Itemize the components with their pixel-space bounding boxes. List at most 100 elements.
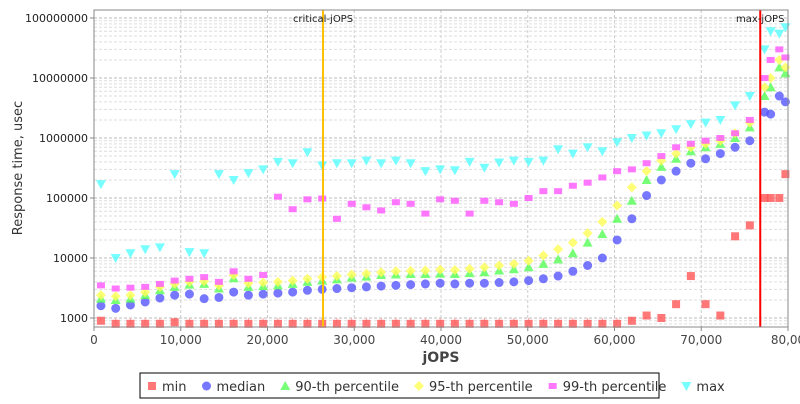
data-point [421, 319, 430, 328]
data-point [185, 275, 194, 282]
data-point [390, 156, 401, 166]
data-point [377, 207, 386, 214]
data-point [169, 170, 180, 180]
data-point [524, 319, 533, 328]
data-point [597, 147, 608, 157]
legend-swatch [548, 383, 557, 389]
data-point [421, 210, 430, 217]
data-point [258, 165, 269, 175]
data-point [613, 319, 622, 328]
legend-box [139, 372, 660, 399]
data-point [228, 175, 239, 185]
data-point [110, 291, 121, 302]
data-point [766, 109, 776, 119]
data-point [656, 175, 666, 185]
data-point [272, 157, 283, 167]
data-point [598, 174, 607, 181]
data-point [716, 135, 725, 141]
data-point [141, 283, 150, 290]
x-tick-label: 20,000 [247, 333, 289, 347]
data-point [258, 277, 269, 288]
data-point [759, 91, 770, 101]
data-point [111, 285, 120, 292]
data-point [760, 194, 769, 202]
legend-label: 90-th percentile [295, 380, 399, 395]
data-point [420, 265, 431, 276]
data-point [450, 319, 459, 328]
data-point [781, 170, 790, 179]
data-point [538, 156, 549, 166]
data-point [745, 221, 754, 230]
data-point [567, 149, 578, 159]
data-point [347, 200, 356, 207]
data-point [567, 237, 578, 248]
data-point [450, 197, 459, 204]
data-point [775, 46, 784, 53]
data-point [361, 156, 372, 166]
data-point [583, 260, 593, 270]
legend-label: median [217, 380, 266, 395]
data-point [715, 149, 725, 159]
data-point [523, 157, 534, 167]
data-point [258, 289, 268, 299]
data-point [435, 278, 445, 288]
y-axis-ticks: 1000 10000 100000 1000000 10000000 100000000 [25, 12, 94, 325]
data-point [766, 194, 775, 202]
data-point [199, 294, 209, 304]
data-point [405, 159, 416, 169]
data-point [774, 91, 784, 101]
data-point [508, 156, 519, 166]
data-point [449, 265, 460, 276]
data-point [775, 194, 784, 202]
data-point [184, 289, 194, 299]
data-point [495, 199, 504, 206]
data-point [765, 27, 776, 37]
data-point [229, 287, 239, 297]
data-point [170, 318, 179, 327]
data-point [376, 159, 387, 169]
data-point [508, 258, 519, 269]
data-point [465, 210, 474, 217]
data-point [170, 290, 180, 300]
data-point [765, 82, 776, 92]
data-point [671, 148, 682, 159]
data-point [479, 262, 490, 273]
data-point [111, 303, 121, 313]
data-point [199, 249, 210, 259]
data-point [464, 157, 475, 167]
series-95-th-percentile [95, 54, 791, 302]
data-point [700, 118, 711, 128]
data-point [641, 174, 652, 184]
data-point [155, 280, 164, 287]
data-point [494, 260, 505, 271]
data-point [155, 293, 165, 303]
data-point [302, 273, 313, 284]
data-point [553, 145, 564, 155]
data-point [568, 266, 578, 276]
data-point [553, 254, 564, 264]
data-point [612, 200, 623, 211]
data-point [657, 314, 666, 322]
x-axis-ticks: 0 10,000 20,000 30,000 40,000 50,000 60,000 70,… [90, 327, 800, 347]
data-point [185, 319, 194, 328]
data-point [464, 263, 475, 274]
legend: min median 90-th percentile 95-th percentil… [139, 372, 725, 399]
data-point [244, 275, 253, 282]
data-point [582, 237, 593, 247]
y-tick-label: 1000000 [39, 132, 88, 145]
data-point [626, 134, 637, 143]
data-point [420, 167, 431, 177]
data-point [406, 319, 415, 328]
data-point [110, 254, 121, 263]
data-point [730, 142, 740, 152]
data-point [390, 266, 401, 277]
data-point [642, 311, 651, 320]
data-point [96, 282, 105, 289]
data-point [553, 244, 564, 255]
data-point [774, 62, 785, 72]
data-point [539, 188, 548, 195]
series-max [95, 23, 791, 263]
data-point [200, 274, 209, 281]
data-point [494, 158, 505, 168]
data-point [244, 319, 253, 328]
